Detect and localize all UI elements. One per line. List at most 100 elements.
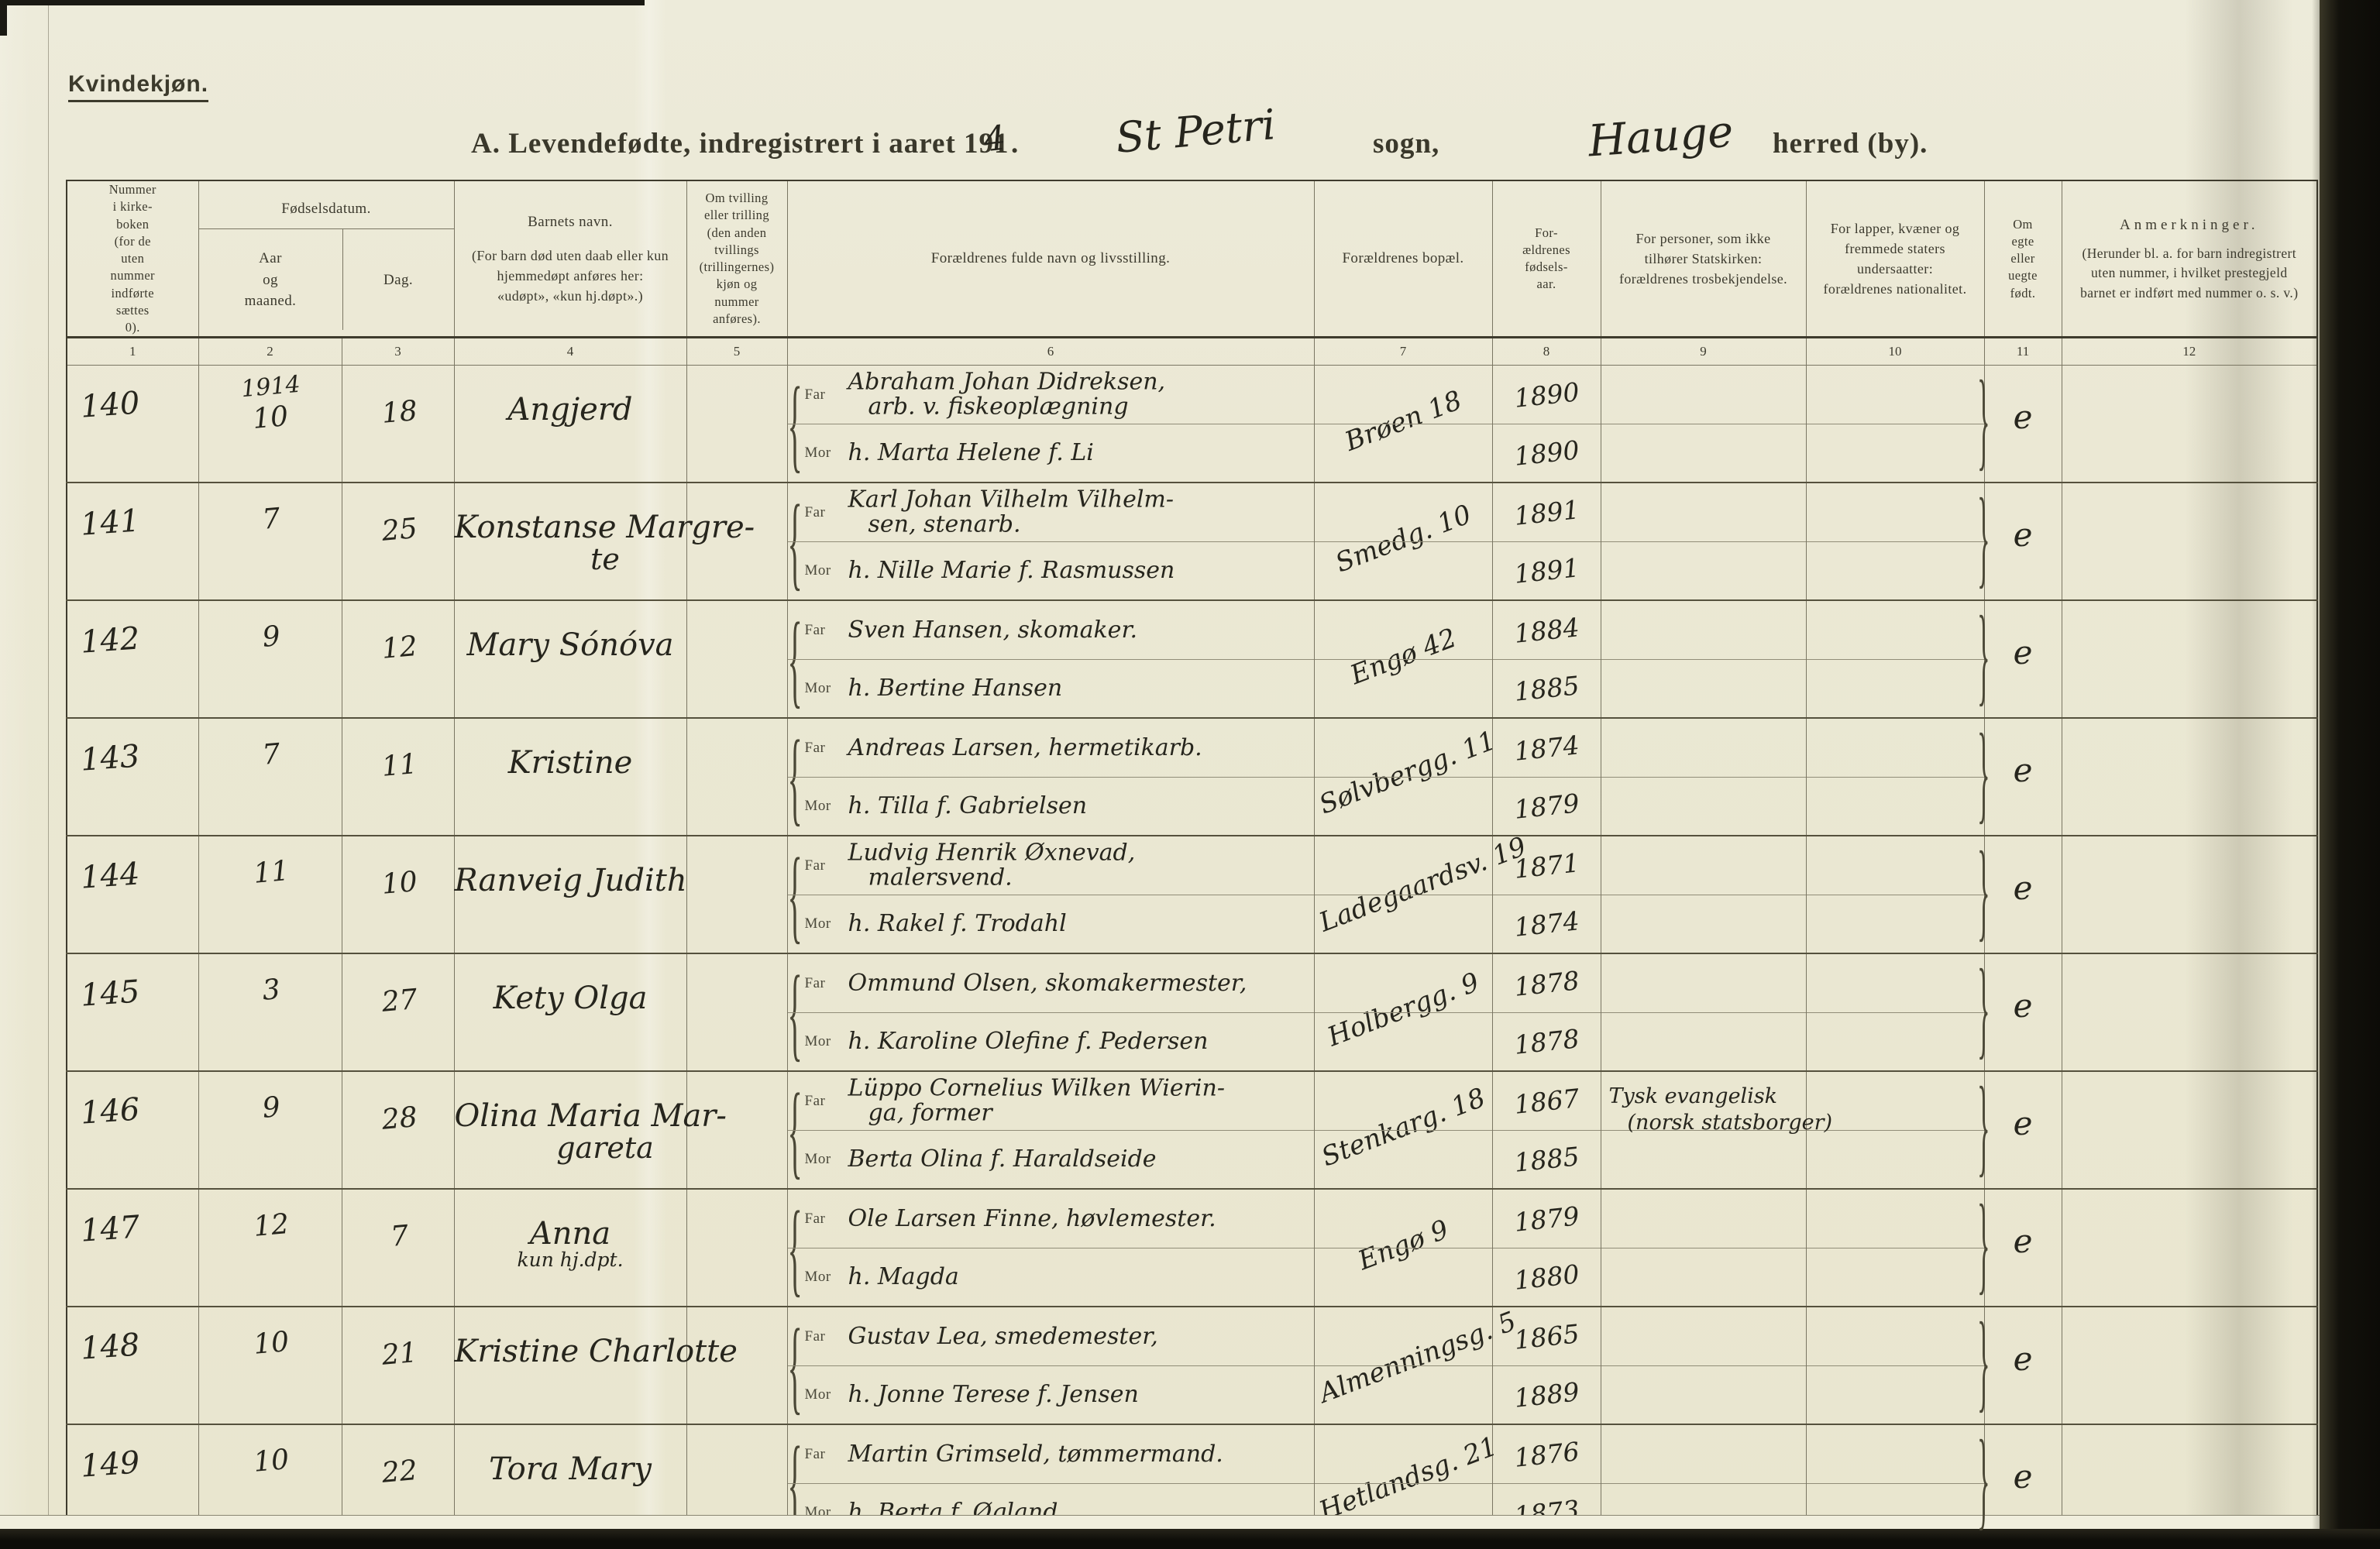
legitimacy-mark: e	[2013, 1222, 2033, 1261]
cell-remarks	[2061, 365, 2318, 483]
table-row: 147 12 7 Anna kun hj.dpt. { Far Ole Lars…	[66, 1186, 2318, 1307]
table-row: 145 3 27 Kety Olga { Far Ommund Olsen, s…	[66, 951, 2318, 1072]
father-name-line2: ga, former	[868, 1099, 992, 1127]
cell-creed	[1600, 835, 1807, 954]
mother-name: h. Bertine Hansen	[848, 674, 1063, 702]
table-row: 140 1914 10 18 Angjerd { Far Abraham Joh…	[66, 362, 2318, 483]
cell-parents-residence: Brøen 18	[1313, 365, 1493, 483]
title-year-handwritten: 4	[982, 118, 1008, 160]
cell-church-book-number: 141	[66, 482, 198, 601]
header-birth-date-title: Fødselsdatum.	[198, 187, 454, 230]
cell-birth-year-month: 9	[198, 1070, 342, 1190]
header-day: Dag.	[383, 271, 414, 288]
cell-nationality: }	[1805, 716, 1990, 836]
father-name: Ole Larsen Finne, høvlemester.	[848, 1204, 1216, 1232]
mor-label: Mor	[804, 1386, 831, 1403]
closing-brace: }	[1977, 479, 1990, 600]
mother-name: h. Karoline Olefine f. Pedersen	[848, 1027, 1209, 1055]
sogn-label: sogn,	[1373, 128, 1440, 160]
column-number-row: 1 2 3 4 5 6 7 8 9 10 11 12	[66, 337, 2318, 366]
cell-birth-day: 28	[341, 1070, 455, 1190]
child-name-line2: gareta	[556, 1131, 654, 1166]
cell-birth-year-month: 11	[198, 835, 342, 954]
table-row: 144 11 10 Ranveig Judith { Far Ludvig He…	[66, 831, 2318, 954]
mother-birth-year: 1885	[1512, 1141, 1580, 1178]
table-row: 146 9 28 Olina Maria Mar- gareta { Far L…	[66, 1069, 2318, 1190]
parents-residence: Ladegaardsv. 19	[1314, 831, 1531, 939]
father-birth-year: 1879	[1512, 1200, 1580, 1238]
father-line: Far Sven Hansen, skomaker.	[788, 601, 1314, 659]
cell-parents-birthyears: 1867 1885	[1491, 1070, 1601, 1190]
parents-residence: Holbergg. 9	[1322, 967, 1484, 1053]
cell-legitimacy: e	[1983, 1306, 2062, 1425]
table-row: 143 7 11 Kristine { Far Andreas Larsen, …	[66, 716, 2318, 836]
father-birth-year: 1876	[1512, 1436, 1580, 1473]
child-name: Anna	[529, 1216, 611, 1252]
mother-birth-year: 1889	[1512, 1376, 1580, 1413]
father-birth-year: 1865	[1512, 1318, 1580, 1355]
birth-day: 10	[380, 866, 418, 902]
father-line: Far Abraham Johan Didreksen, arb. v. fis…	[788, 366, 1314, 424]
mother-line: Mor h. Bertine Hansen	[788, 659, 1314, 717]
father-name: Ommund Olsen, skomakermester,	[848, 969, 1247, 997]
title-period: .	[1011, 128, 1019, 160]
cell-parents-birthyears: 1884 1885	[1491, 599, 1601, 719]
child-name: Mary Sónóva	[466, 627, 674, 664]
parents-residence: Smedg. 10	[1330, 499, 1476, 579]
mother-name: h. Rakel f. Trodahl	[848, 909, 1067, 937]
cell-parents-names: { Far Ole Larsen Finne, høvlemester. Mor…	[786, 1188, 1315, 1307]
mother-birth-year: 1885	[1512, 670, 1580, 707]
cell-twin	[686, 365, 788, 483]
parish-name-handwritten: St Petri	[1113, 100, 1278, 163]
mother-line: Mor h. Marta Helene f. Li	[788, 424, 1314, 482]
father-line: Far Ludvig Henrik Øxnevad, malersvend.	[788, 836, 1314, 895]
header-child-name-sub: (For barn død uten daab eller kun hjemme…	[471, 247, 669, 304]
closing-brace: }	[1977, 1186, 1990, 1307]
parents-brace: {	[787, 835, 803, 954]
cell-nationality: }	[1805, 951, 1990, 1072]
cell-birth-year-month: 1914 10	[198, 365, 342, 483]
cell-creed: Tysk evangelisk (norsk statsborger)	[1600, 1070, 1832, 1190]
cell-creed	[1600, 482, 1807, 601]
cell-remarks	[2061, 835, 2318, 954]
child-name: Olina Maria Mar-	[454, 1098, 727, 1135]
cell-birth-year-month: 12	[198, 1188, 342, 1307]
cell-legitimacy: e	[1983, 482, 2062, 601]
birth-day: 27	[380, 984, 418, 1019]
cell-parents-residence: Engø 9	[1313, 1188, 1493, 1307]
cell-parents-birthyears: 1871 1874	[1491, 835, 1601, 954]
closing-brace: }	[1977, 833, 1990, 953]
header-twin: Om tvilling eller trilling (den anden tv…	[686, 180, 788, 339]
cell-birth-day: 18	[341, 365, 455, 483]
cell-legitimacy: e	[1983, 953, 2062, 1072]
cell-parents-residence: Engø 42	[1313, 599, 1493, 719]
birth-day: 25	[380, 513, 418, 548]
father-name-line2: malersvend.	[868, 864, 1013, 891]
cell-legitimacy: e	[1983, 599, 2062, 719]
legitimacy-mark: e	[2013, 1340, 2033, 1379]
mor-label: Mor	[804, 1032, 831, 1049]
church-book-number: 142	[79, 620, 141, 661]
closing-brace: }	[1977, 950, 1990, 1071]
legitimacy-mark: e	[2013, 869, 2033, 908]
paper-sheet: Kvindekjøn. A. Levendefødte, indregistre…	[0, 0, 2321, 1544]
church-book-number: 143	[79, 738, 141, 779]
legitimacy-mark: e	[2013, 1104, 2033, 1143]
cell-child-name: Kristine	[453, 717, 687, 836]
father-name: Sven Hansen, skomaker.	[848, 616, 1138, 644]
father-line: Far Karl Johan Vilhelm Vilhelm- sen, ste…	[788, 483, 1314, 541]
legitimacy-mark: e	[2013, 1458, 2033, 1496]
father-birth-year: 1871	[1512, 847, 1580, 884]
child-name: Kristine Charlotte	[454, 1334, 738, 1370]
birth-day: 18	[380, 395, 418, 431]
parents-residence: Sølvbergg. 11	[1314, 725, 1500, 821]
cell-birth-day: 7	[341, 1188, 455, 1307]
cell-creed	[1600, 1306, 1807, 1425]
birth-day: 22	[380, 1455, 418, 1490]
birth-month: 9	[260, 620, 281, 654]
cell-parents-birthyears: 1891 1891	[1491, 482, 1601, 601]
cell-parents-residence: Stenkarg. 18	[1313, 1070, 1493, 1190]
column-number: 5	[686, 337, 788, 366]
column-number: 12	[2061, 337, 2318, 366]
child-name: Kristine	[507, 745, 633, 781]
